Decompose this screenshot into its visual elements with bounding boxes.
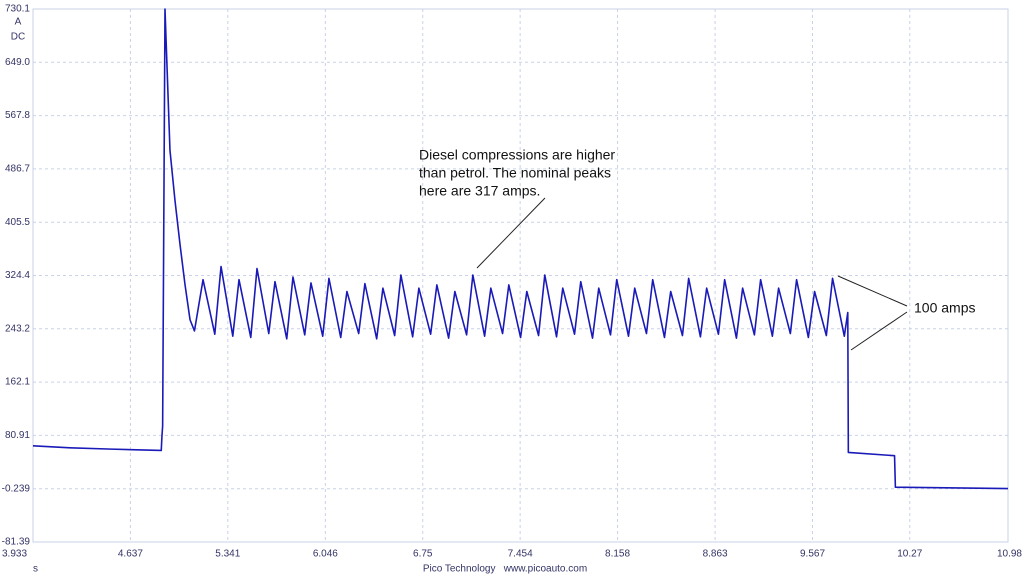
y-tick-label: 649.0	[5, 57, 30, 68]
y-tick-label: 567.8	[5, 110, 30, 121]
waveform	[32, 8, 1009, 490]
footer: Pico Technology www.picoauto.com	[423, 564, 587, 575]
x-tick-label: 10.27	[897, 549, 922, 560]
x-tick-label: 7.454	[508, 549, 533, 560]
y-tick-label: 80.91	[5, 430, 30, 441]
x-unit: s	[33, 564, 38, 575]
y-tick-label: 324.4	[5, 270, 30, 281]
callout-line	[850, 311, 908, 351]
y-tick-label: -81.39	[2, 537, 31, 548]
y-tick-label: -0.239	[2, 483, 31, 494]
x-tick-label: 8.863	[703, 549, 728, 560]
annotation: here are 317 amps.	[419, 183, 540, 199]
x-tick-label: 10.98	[997, 549, 1022, 560]
y-tick-label: 243.2	[5, 323, 30, 334]
annotation: 100 amps	[914, 300, 975, 316]
x-tick-label: 5.341	[215, 549, 240, 560]
y-tick-label: 405.5	[5, 217, 30, 228]
x-tick-label: 3.933	[2, 549, 27, 560]
plot-frame	[32, 8, 1009, 543]
x-tick-label: 6.046	[313, 549, 338, 560]
annotation: than petrol. The nominal peaks	[419, 165, 611, 181]
x-tick-label: 9.567	[800, 549, 825, 560]
y-coupling: DC	[11, 32, 25, 43]
y-tick-label: 486.7	[5, 164, 30, 175]
x-tick-label: 8.158	[605, 549, 630, 560]
y-unit: A	[15, 17, 22, 28]
x-tick-label: 4.637	[118, 549, 143, 560]
callout-line	[837, 275, 908, 307]
y-tick-label: 162.1	[5, 377, 30, 388]
x-tick-label: 6.75	[413, 549, 433, 560]
annotation: Diesel compressions are higher	[419, 147, 615, 163]
y-tick-label: 730.1	[5, 4, 30, 15]
callout-line	[476, 197, 546, 269]
